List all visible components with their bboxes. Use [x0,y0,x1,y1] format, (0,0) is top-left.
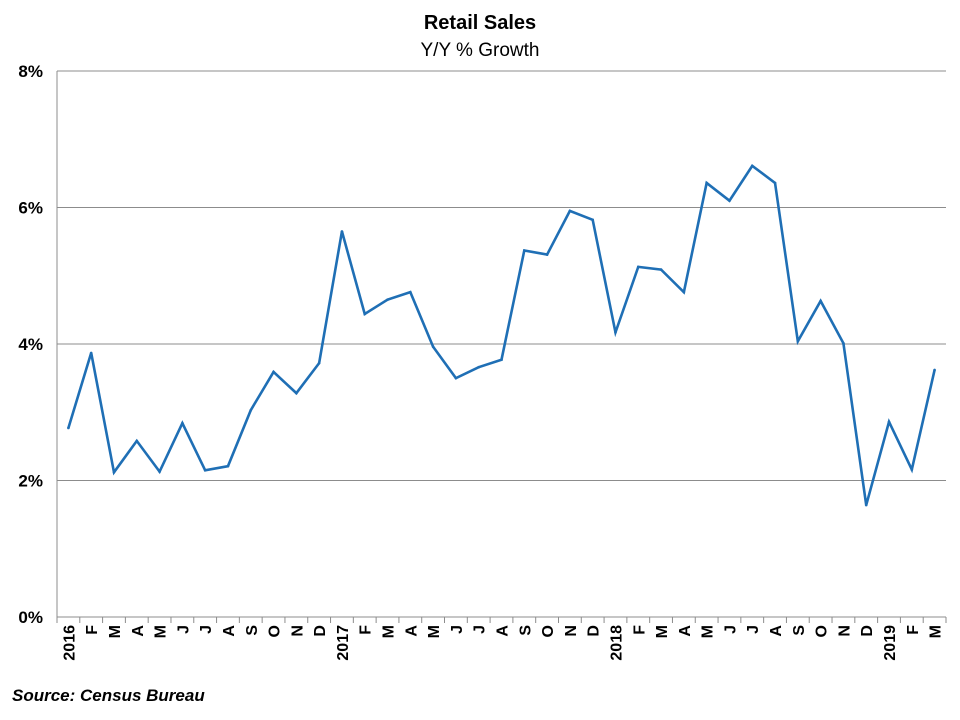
data-point [796,339,800,343]
data-point [135,439,139,443]
x-tick-label: J [722,625,739,634]
y-tick-label: 6% [18,199,43,218]
data-point [386,298,389,301]
x-tick-label: 2016 [61,625,78,661]
x-tick-label: 2019 [882,625,899,661]
data-point [181,421,184,425]
x-tick-label: D [312,625,329,637]
data-point [67,426,70,430]
data-point [591,218,594,222]
x-tick-label: M [700,625,717,638]
x-tick-label: F [631,625,648,635]
x-tick-label: F [358,625,375,635]
data-point [659,268,663,271]
y-axis-tick-labels: 0% 2% 4% 6% 8% [18,62,43,627]
data-point [750,164,754,168]
x-tick-label: A [221,625,238,637]
data-point [728,199,731,202]
x-tick-label: M [654,625,671,638]
data-point [864,503,868,507]
y-tick-label: 4% [18,335,43,354]
x-tick-label: J [175,625,192,634]
data-point [203,468,207,472]
y-tick-label: 0% [18,608,43,627]
x-tick-label: A [677,625,694,637]
data-point [773,181,777,185]
data-point [568,209,572,213]
x-tick-label: N [289,625,306,637]
data-point [272,370,275,374]
x-tick-label: O [814,625,831,637]
data-point [89,351,93,355]
data-point [340,230,344,233]
x-tick-label: O [267,625,284,637]
data-point [409,290,412,294]
x-tick-label: M [426,625,443,638]
x-tick-label: 2018 [608,625,625,661]
x-tick-label: A [403,625,420,637]
x-tick-label: M [928,625,945,638]
x-tick-label: M [153,625,170,638]
x-tick-label: A [768,625,785,637]
x-tick-label: F [84,625,101,635]
y-tick-label: 2% [18,472,43,491]
x-tick-label: F [905,625,922,635]
data-point [682,290,686,294]
x-tick-label: A [130,625,147,637]
x-tick-label: 2017 [335,625,352,661]
data-point [431,345,435,349]
x-tick-label: D [859,625,876,637]
x-tick-label: N [836,625,853,637]
data-point [819,299,822,303]
x-tick-label: J [472,625,489,634]
x-tick-label: O [540,625,557,637]
data-point [842,342,845,345]
x-tick-label: J [449,625,466,634]
data-point [887,420,891,424]
x-tick-label: J [745,625,762,634]
x-axis-tick-labels: 2016 F M A M J J A S O N D 2017 F M A M J J A S O N D 2018 F M A M J J… [61,625,944,661]
data-point [112,471,116,474]
data-point [249,408,253,412]
source-note: Source: Census Bureau [12,686,205,705]
x-tick-label: M [107,625,124,638]
x-tick-label: M [381,625,398,638]
data-point [295,391,298,395]
chart-title: Retail Sales [423,12,537,34]
x-tick-label: N [563,625,580,637]
data-point [636,265,640,269]
data-point [522,249,526,252]
data-point [477,365,481,369]
gridlines [57,70,946,481]
x-tick-label: S [244,625,261,636]
data-point [454,376,458,380]
x-tick-label: S [517,625,534,636]
data-point [226,464,230,468]
chart-subtitle: Y/Y % Growth [420,40,540,61]
data-point [545,253,549,256]
data-point [317,361,321,365]
series-line [67,163,936,506]
axes [56,71,947,623]
data-point [614,331,617,334]
x-tick-label: D [586,625,603,637]
x-tick-label: A [495,625,512,637]
data-point [910,468,914,471]
data-point [158,470,161,473]
data-point [933,368,936,372]
x-tick-label: J [198,625,215,634]
data-point [500,358,503,361]
series-layer [67,163,936,507]
y-tick-label: 8% [18,62,43,81]
data-point [705,181,708,185]
data-point [363,312,367,316]
x-tick-label: S [791,625,808,636]
